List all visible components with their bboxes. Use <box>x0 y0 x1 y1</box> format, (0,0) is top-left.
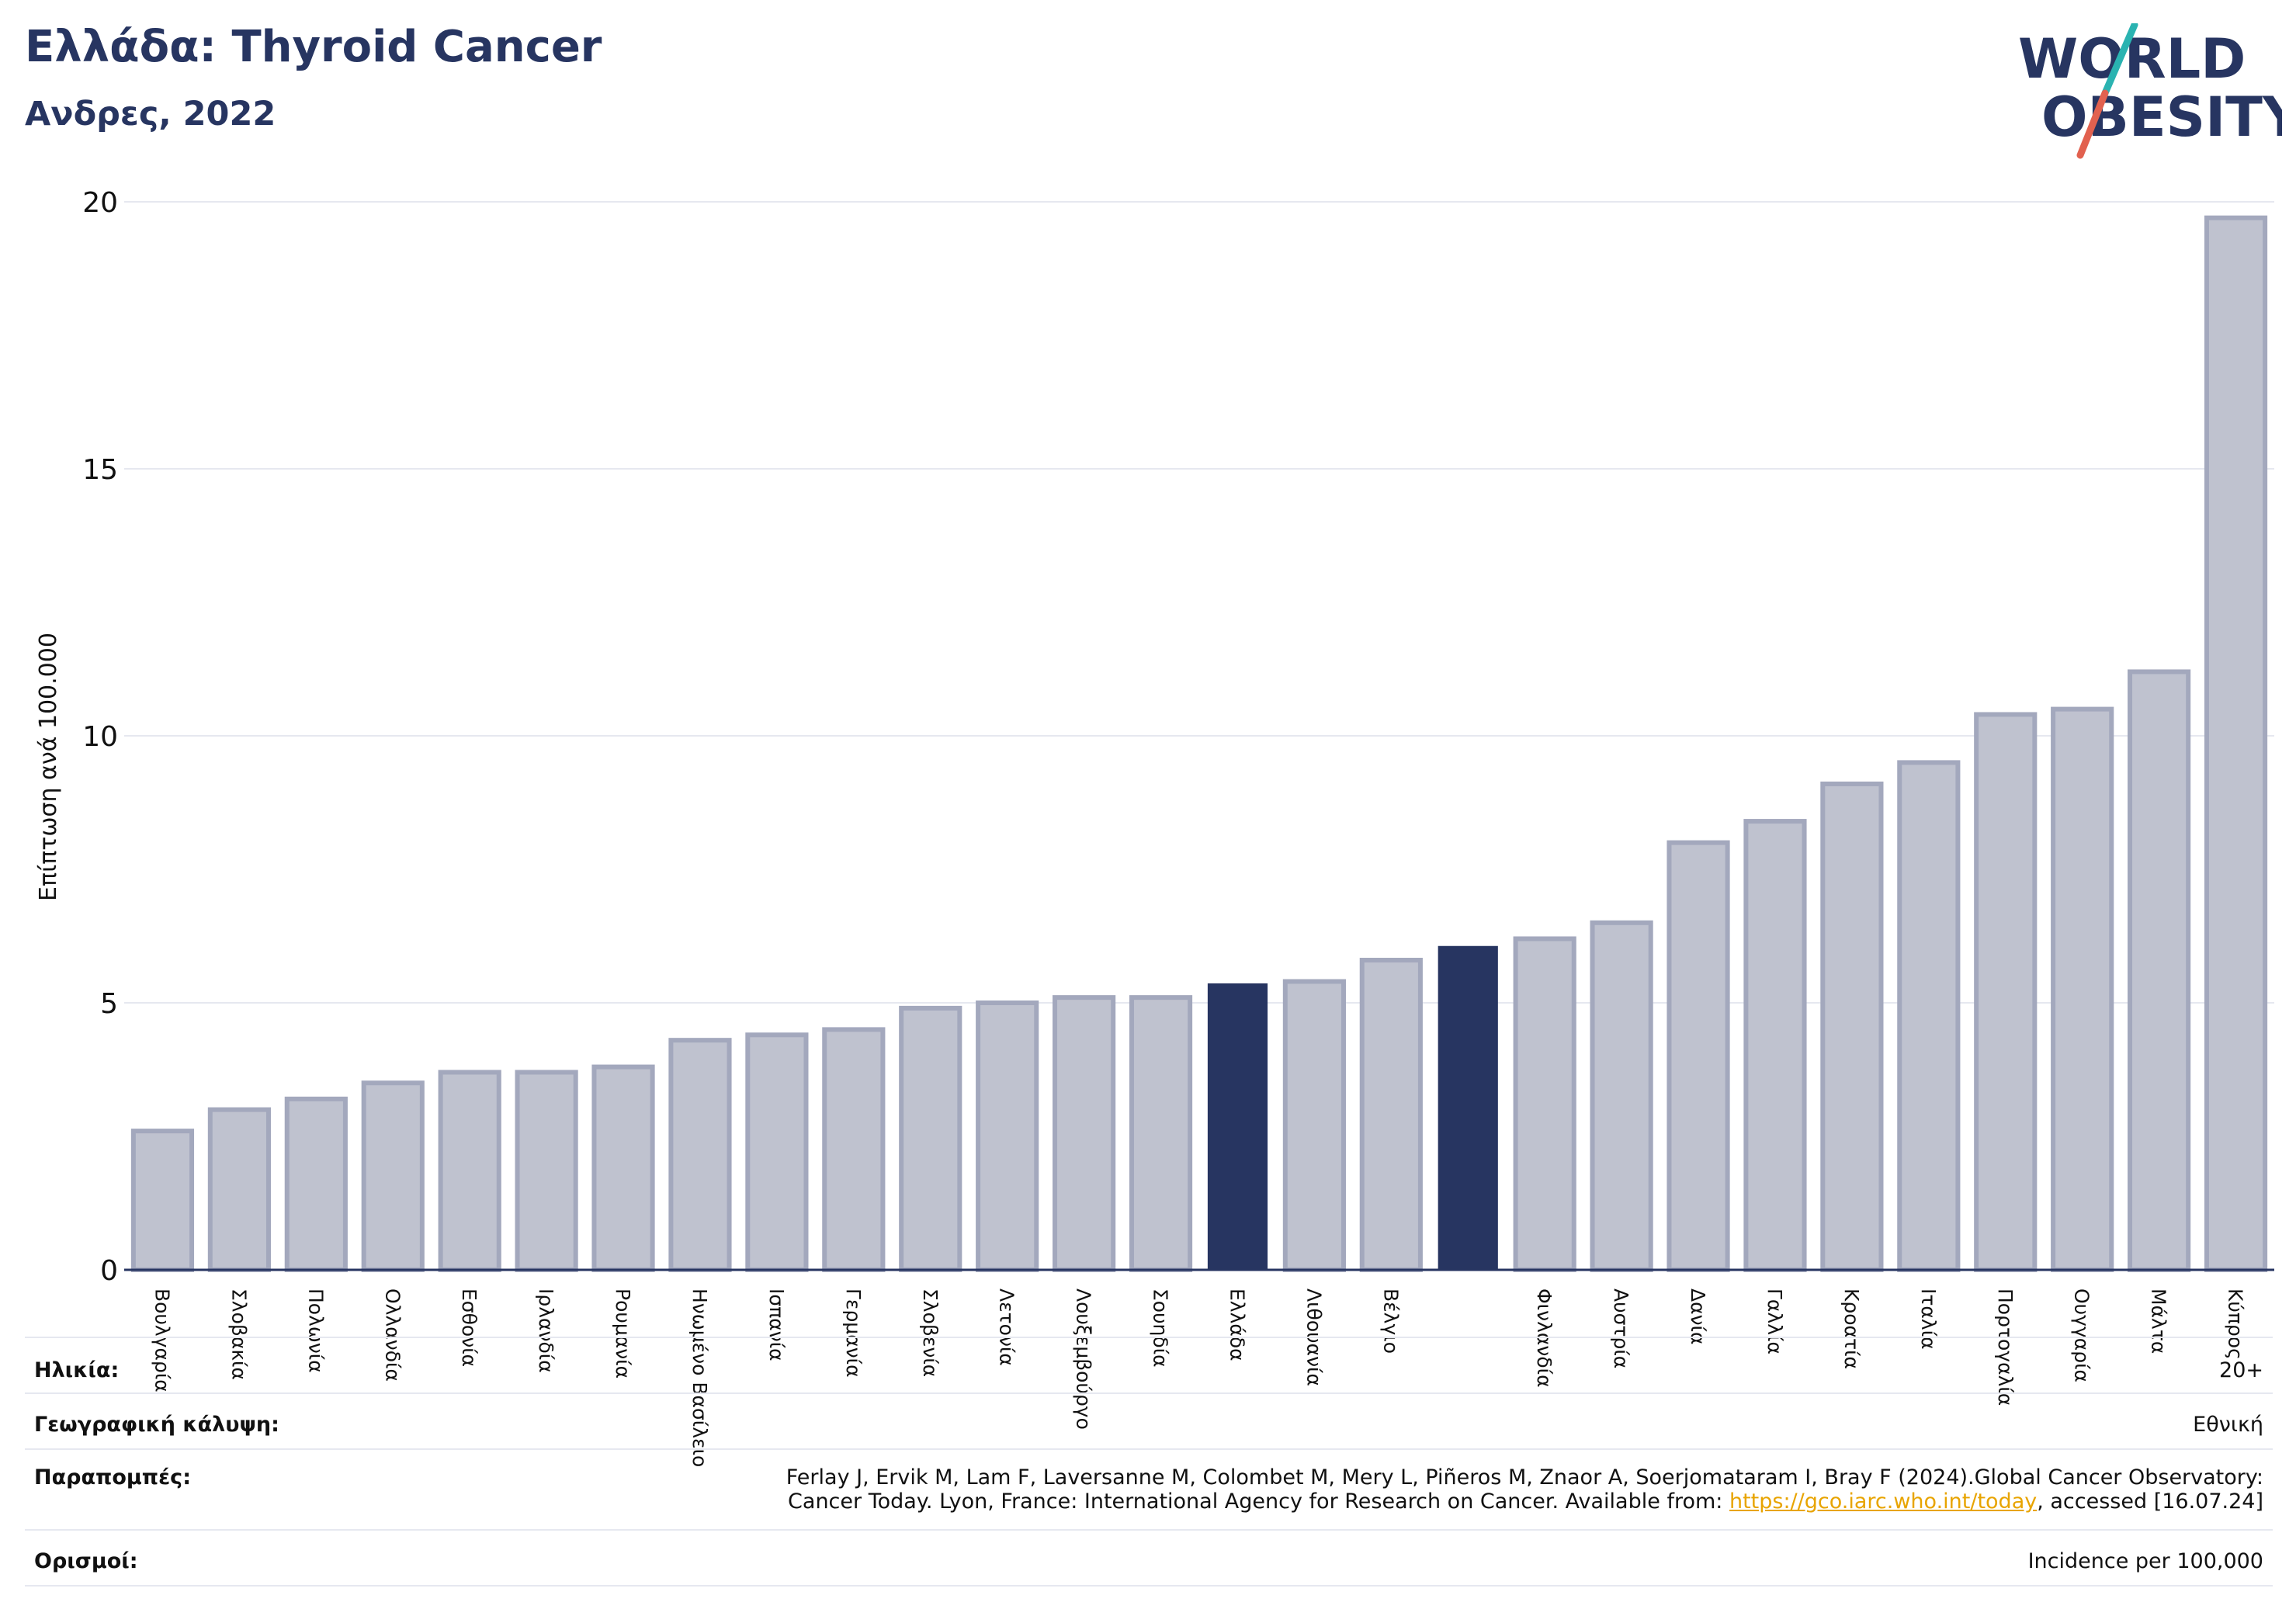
references-line1: Ferlay J, Ervik M, Lam F, Laversanne M, … <box>786 1465 2263 1489</box>
y-tick-label: 10 <box>82 721 118 753</box>
x-tick-label: Πολωνία <box>304 1288 327 1373</box>
x-tick-label: Ολλανδία <box>381 1288 404 1382</box>
x-tick-label: Κύπρος <box>2225 1288 2247 1360</box>
bar <box>438 1070 501 1272</box>
bar <box>1053 995 1116 1272</box>
y-tick-label: 20 <box>82 187 118 219</box>
x-tick-label: Γαλλία <box>1764 1288 1786 1354</box>
world-obesity-logo: WORLD OBESITY <box>2018 23 2282 159</box>
chart-title: Ελλάδα: Thyroid Cancer <box>25 22 602 72</box>
bar <box>1897 760 1961 1272</box>
bar <box>1282 979 1346 1272</box>
x-tick-label: Ουγγαρία <box>2071 1288 2093 1382</box>
x-tick-label: Πορτογαλία <box>1994 1288 2017 1406</box>
x-tick-label: Ιταλία <box>1917 1288 1940 1350</box>
age-label: Ηλικία: <box>34 1358 120 1382</box>
x-tick-label: Λουξεμβούργο <box>1073 1288 1095 1430</box>
bar <box>2128 669 2191 1272</box>
y-tick-label: 5 <box>100 988 118 1020</box>
bar <box>1438 945 1498 1271</box>
references-value: Ferlay J, Ervik M, Lam F, Laversanne M, … <box>786 1465 2263 1514</box>
info-row-definitions: Ορισμοί: Incidence per 100,000 <box>25 1529 2273 1587</box>
x-tick-label: Σλοβενία <box>919 1288 942 1377</box>
bar <box>976 1001 1039 1272</box>
bar <box>745 1032 809 1273</box>
age-value: 20+ <box>2219 1358 2263 1382</box>
bar <box>1820 781 1884 1272</box>
x-tick-label: Ηνωμένο Βασίλειο <box>688 1288 711 1467</box>
bar <box>1129 995 1193 1272</box>
x-tick-label: Εσθονία <box>458 1288 480 1367</box>
x-tick-label: Ελλάδα <box>1226 1288 1248 1361</box>
bar <box>515 1070 578 1272</box>
bar <box>2204 215 2268 1272</box>
info-row-coverage: Γεωγραφική κάλυψη: Εθνική <box>25 1392 2273 1448</box>
tick-labels: 0 5 10 15 20 Επίπτωση ανά 100.000 Βουλγαρία Σλο… <box>35 187 2247 1467</box>
bar <box>591 1064 655 1273</box>
bar <box>1207 983 1268 1271</box>
x-tick-label: Βέλγιο <box>1379 1288 1402 1354</box>
bars <box>130 215 2268 1273</box>
coverage-value: Εθνική <box>2193 1413 2263 1437</box>
bar <box>130 1129 195 1272</box>
references-line2-after: , accessed [16.07.24] <box>2037 1489 2263 1514</box>
bar-chart: 0 5 10 15 20 Επίπτωση ανά 100.000 Βουλγαρία Σλο… <box>35 187 2274 1467</box>
logo-slash-bottom-icon <box>2076 89 2109 159</box>
bar <box>207 1107 271 1272</box>
y-tick-label: 15 <box>82 454 118 486</box>
bar <box>668 1038 732 1273</box>
definitions-value: Incidence per 100,000 <box>2027 1549 2263 1573</box>
references-label: Παραπομπές: <box>34 1465 191 1489</box>
logo-line2: OBESITY <box>2041 85 2282 149</box>
x-tick-label: Αυστρία <box>1610 1288 1632 1368</box>
x-tick-label: Μάλτα <box>2148 1288 2170 1354</box>
x-tick-label: Λετονία <box>996 1288 1018 1366</box>
logo-slash-top-icon <box>2101 23 2138 97</box>
x-tick-label: Σουηδία <box>1150 1288 1172 1368</box>
x-tick-label: Δανία <box>1687 1288 1709 1345</box>
x-tick-label: Βουλγαρία <box>151 1288 173 1392</box>
info-row-age: Ηλικία: 20+ <box>25 1337 2273 1392</box>
x-tick-label: Ισπανία <box>765 1288 788 1361</box>
bar <box>899 1005 962 1272</box>
x-tick-label: Σλοβακία <box>227 1288 250 1380</box>
chart-subtitle: Ανδρες, 2022 <box>25 95 276 134</box>
y-axis-label: Επίπτωση ανά 100.000 <box>35 633 62 901</box>
bar <box>1974 712 2038 1272</box>
bar <box>1513 936 1576 1272</box>
x-tick-label: Ιρλανδία <box>535 1288 557 1373</box>
bar <box>1667 840 1730 1272</box>
definitions-label: Ορισμοί: <box>34 1549 138 1573</box>
bar <box>361 1080 425 1272</box>
x-tick-label: Ρουμανία <box>612 1288 634 1379</box>
bar <box>1359 957 1423 1272</box>
info-row-references: Παραπομπές: Ferlay J, Ervik M, Lam F, La… <box>25 1448 2273 1529</box>
references-line2: Cancer Today. Lyon, France: Internationa… <box>786 1489 2263 1514</box>
bar <box>1743 819 1807 1272</box>
x-tick-label: Γερμανία <box>842 1288 865 1378</box>
info-table: Ηλικία: 20+ Γεωγραφική κάλυψη: Εθνική Πα… <box>25 1337 2273 1587</box>
bar <box>284 1096 348 1272</box>
bar <box>822 1027 886 1273</box>
references-line2-before: Cancer Today. Lyon, France: Internationa… <box>788 1489 1729 1514</box>
references-link[interactable]: https://gco.iarc.who.int/today <box>1729 1489 2038 1514</box>
bar <box>1590 920 1653 1273</box>
coverage-label: Γεωγραφική κάλυψη: <box>34 1413 279 1437</box>
x-tick-label: Κροατία <box>1840 1288 1863 1369</box>
y-tick-label: 0 <box>100 1255 118 1287</box>
bar <box>2051 706 2114 1272</box>
